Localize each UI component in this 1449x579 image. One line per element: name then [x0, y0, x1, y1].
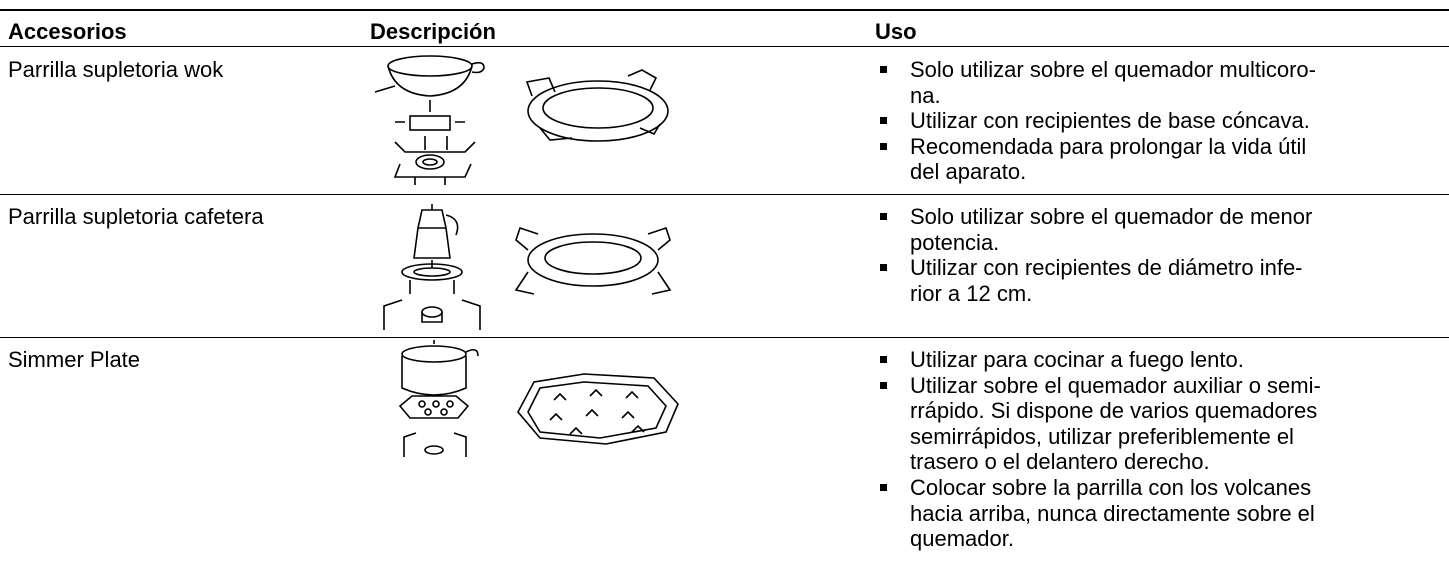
wok-illustration: [374, 55, 485, 185]
coffee-illustration: [383, 204, 481, 330]
simmer-plate-illustration: [517, 373, 679, 445]
header-accessories: Accesorios: [8, 19, 127, 44]
top-rule: [0, 9, 1449, 11]
header-rule: [0, 46, 1449, 47]
use-item: Recomendada para prolongar la vida útil …: [910, 133, 1307, 185]
bullet: [880, 66, 887, 73]
bullet: [880, 142, 887, 150]
bullet: [880, 213, 887, 220]
use-item: Solo utilizar sobre el quemador multicor…: [910, 57, 1316, 108]
use-item: Utilizar con recipientes de diámetro inf…: [910, 255, 1303, 306]
bullet: [880, 356, 887, 363]
use-item: Utilizar sobre el quemador auxiliar o se…: [910, 372, 1321, 475]
row-rule: [0, 194, 1449, 195]
use-item: Colocar sobre la parrilla con los volcan…: [910, 475, 1315, 552]
bullet: [880, 484, 887, 491]
use-item: Solo utilizar sobre el quemador de menor…: [910, 204, 1313, 255]
simmer-illustration: [398, 340, 479, 457]
wok-ring-illustration: [525, 69, 669, 142]
header-use: Uso: [875, 19, 917, 44]
header-description: Descripción: [370, 19, 496, 44]
accessory-name: Parrilla supletoria cafetera: [8, 204, 264, 229]
accessory-name: Parrilla supletoria wok: [8, 57, 224, 82]
bullet: [880, 117, 887, 125]
use-item: Utilizar con recipientes de base cóncava…: [910, 108, 1310, 134]
use-item: Utilizar para cocinar a fuego lento.: [910, 347, 1244, 372]
bullet: [880, 264, 887, 272]
row-rule: [0, 337, 1449, 338]
coffee-ring-illustration: [514, 226, 672, 295]
bullet: [880, 381, 887, 389]
accessory-name: Simmer Plate: [8, 347, 141, 372]
